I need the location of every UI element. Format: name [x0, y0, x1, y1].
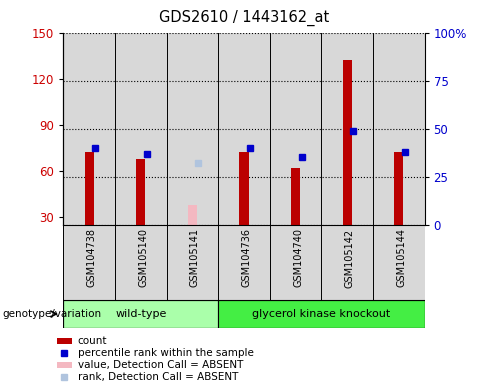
Text: GSM105140: GSM105140 [138, 228, 148, 287]
Text: rank, Detection Call = ABSENT: rank, Detection Call = ABSENT [78, 372, 238, 382]
Text: genotype/variation: genotype/variation [2, 309, 102, 319]
Text: GSM105142: GSM105142 [345, 228, 355, 288]
Bar [218, 300, 425, 328]
Bar [136, 159, 145, 225]
Bar [239, 152, 249, 225]
Bar [84, 152, 94, 225]
Text: GSM105141: GSM105141 [190, 228, 200, 287]
Bar [343, 60, 352, 225]
Bar [394, 152, 404, 225]
Text: value, Detection Call = ABSENT: value, Detection Call = ABSENT [78, 360, 243, 370]
Text: GSM105144: GSM105144 [396, 228, 406, 287]
Bar [57, 362, 72, 368]
Text: glycerol kinase knockout: glycerol kinase knockout [252, 309, 390, 319]
Text: GSM104740: GSM104740 [293, 228, 303, 287]
Text: GSM104736: GSM104736 [242, 228, 251, 287]
Text: count: count [78, 336, 107, 346]
Text: GDS2610 / 1443162_at: GDS2610 / 1443162_at [159, 10, 329, 26]
Text: GSM104738: GSM104738 [87, 228, 97, 287]
Bar [291, 168, 300, 225]
Bar [188, 205, 197, 225]
Text: wild-type: wild-type [115, 309, 166, 319]
Bar [57, 338, 72, 344]
Text: percentile rank within the sample: percentile rank within the sample [78, 348, 254, 358]
Bar [63, 300, 218, 328]
